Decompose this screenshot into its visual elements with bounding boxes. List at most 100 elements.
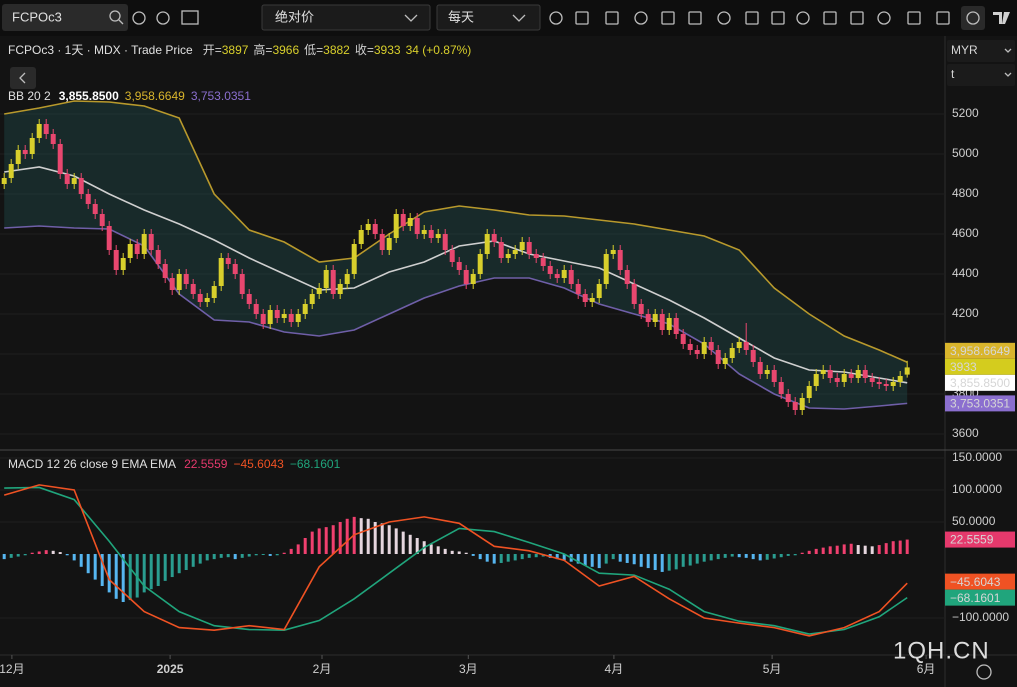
candle-body bbox=[582, 294, 588, 302]
candle-body bbox=[708, 342, 714, 350]
tool-icon[interactable] bbox=[575, 11, 589, 25]
histogram-bar bbox=[226, 554, 230, 558]
ohlc-value: 3897 bbox=[222, 43, 249, 57]
price-type-dropdown[interactable] bbox=[261, 4, 431, 31]
tool-icon[interactable] bbox=[634, 11, 648, 25]
histogram-bar bbox=[842, 544, 846, 555]
candle-body bbox=[456, 262, 462, 270]
histogram-bar bbox=[100, 554, 104, 587]
candle-body bbox=[155, 250, 161, 264]
search-icon[interactable] bbox=[109, 10, 121, 22]
candle-body bbox=[687, 344, 693, 350]
candle-body bbox=[127, 244, 133, 258]
tool-icon[interactable] bbox=[907, 11, 921, 25]
tool-icon[interactable] bbox=[717, 11, 731, 25]
logo bbox=[993, 12, 1010, 24]
reset-button[interactable] bbox=[961, 6, 985, 30]
histogram-bar bbox=[436, 546, 440, 555]
candle-body bbox=[190, 284, 196, 294]
tool-icon[interactable] bbox=[605, 11, 619, 25]
macd-line bbox=[3, 484, 908, 637]
tool-icon[interactable] bbox=[796, 11, 810, 25]
change: 34 (+0.87%) bbox=[406, 43, 472, 57]
histogram-bar bbox=[555, 554, 559, 560]
price-badge-label: −45.6043 bbox=[950, 575, 1001, 589]
histogram-bar bbox=[877, 545, 881, 555]
histogram-bar bbox=[296, 544, 300, 555]
folder-icon[interactable] bbox=[181, 10, 199, 25]
add-icon[interactable] bbox=[156, 11, 170, 25]
candle-body bbox=[106, 226, 112, 250]
candle-body bbox=[337, 284, 343, 294]
tool-icon[interactable] bbox=[745, 11, 759, 25]
clock-icon[interactable] bbox=[132, 11, 146, 25]
histogram-bar bbox=[443, 548, 447, 555]
candle-body bbox=[372, 224, 378, 234]
ohlc-value: 3966 bbox=[272, 43, 299, 57]
y-tick-label: 100.0000 bbox=[952, 482, 1002, 496]
candle-body bbox=[393, 214, 399, 238]
macd-legend: MACD 12 26 close 9 EMA EMA 22.5559 −45.604… bbox=[8, 457, 341, 471]
histogram-bar bbox=[86, 554, 90, 574]
candle-body bbox=[652, 314, 658, 322]
histogram-bar bbox=[737, 554, 741, 558]
candle-body bbox=[85, 194, 91, 204]
settings-icon[interactable] bbox=[976, 664, 992, 680]
tool-icon[interactable] bbox=[936, 11, 950, 25]
histogram-bar bbox=[520, 554, 524, 560]
histogram-bar bbox=[583, 554, 587, 566]
symbol-search[interactable] bbox=[2, 4, 128, 31]
bb-lower-value: 3,753.0351 bbox=[191, 89, 251, 103]
candle-body bbox=[575, 284, 581, 294]
tool-icon[interactable] bbox=[688, 11, 702, 25]
histogram-bar bbox=[723, 554, 727, 558]
tool-icon[interactable] bbox=[823, 11, 837, 25]
histogram-bar bbox=[233, 554, 237, 560]
collapse-button[interactable] bbox=[10, 67, 36, 89]
histogram-bar bbox=[471, 554, 475, 556]
currency-dropdown[interactable] bbox=[947, 40, 1015, 62]
candle-body bbox=[323, 270, 329, 288]
tool-icon[interactable] bbox=[850, 11, 864, 25]
chevron bbox=[1004, 72, 1012, 77]
tool-icon[interactable] bbox=[549, 11, 563, 25]
candle-body bbox=[435, 234, 441, 238]
histogram-bar bbox=[758, 554, 762, 561]
candle-body bbox=[820, 370, 826, 374]
watermark: 1QH.CN bbox=[893, 637, 990, 664]
tool-icon[interactable] bbox=[877, 11, 891, 25]
candle-body bbox=[715, 350, 721, 364]
histogram-bar bbox=[632, 554, 636, 565]
histogram-bar bbox=[478, 554, 482, 560]
candle-body bbox=[722, 358, 728, 364]
histogram-bar bbox=[51, 550, 55, 555]
currency-text: MYR bbox=[951, 43, 978, 57]
histogram-bar bbox=[751, 554, 755, 560]
tool-icon[interactable] bbox=[771, 11, 785, 25]
price-type-text: 绝对价 bbox=[275, 9, 314, 24]
candle-body bbox=[351, 244, 357, 274]
candle-body bbox=[540, 258, 546, 266]
candle-body bbox=[729, 348, 735, 358]
price-badge bbox=[945, 358, 1015, 375]
candle-body bbox=[169, 278, 175, 290]
histogram-bar bbox=[429, 544, 433, 555]
candle-body bbox=[743, 342, 749, 350]
macd-title: MACD 12 26 close 9 EMA EMA bbox=[8, 457, 176, 471]
price-badge-label: 22.5559 bbox=[950, 533, 994, 547]
histogram-bar bbox=[849, 543, 853, 555]
candle-body bbox=[904, 367, 910, 375]
candle-body bbox=[267, 310, 273, 324]
histogram-bar bbox=[527, 554, 531, 558]
interval-dropdown[interactable] bbox=[436, 4, 541, 31]
histogram-bar bbox=[380, 523, 384, 555]
price-badge bbox=[945, 374, 1015, 391]
unit-dropdown[interactable] bbox=[947, 64, 1015, 86]
tool-icon[interactable] bbox=[661, 11, 675, 25]
candle-body bbox=[36, 124, 42, 138]
band-fill bbox=[4, 101, 908, 409]
histogram-bar bbox=[681, 554, 685, 567]
ohlc-label: 低= bbox=[304, 43, 323, 57]
candle-body bbox=[449, 250, 455, 262]
x-tick-label: 12月 bbox=[0, 662, 25, 676]
